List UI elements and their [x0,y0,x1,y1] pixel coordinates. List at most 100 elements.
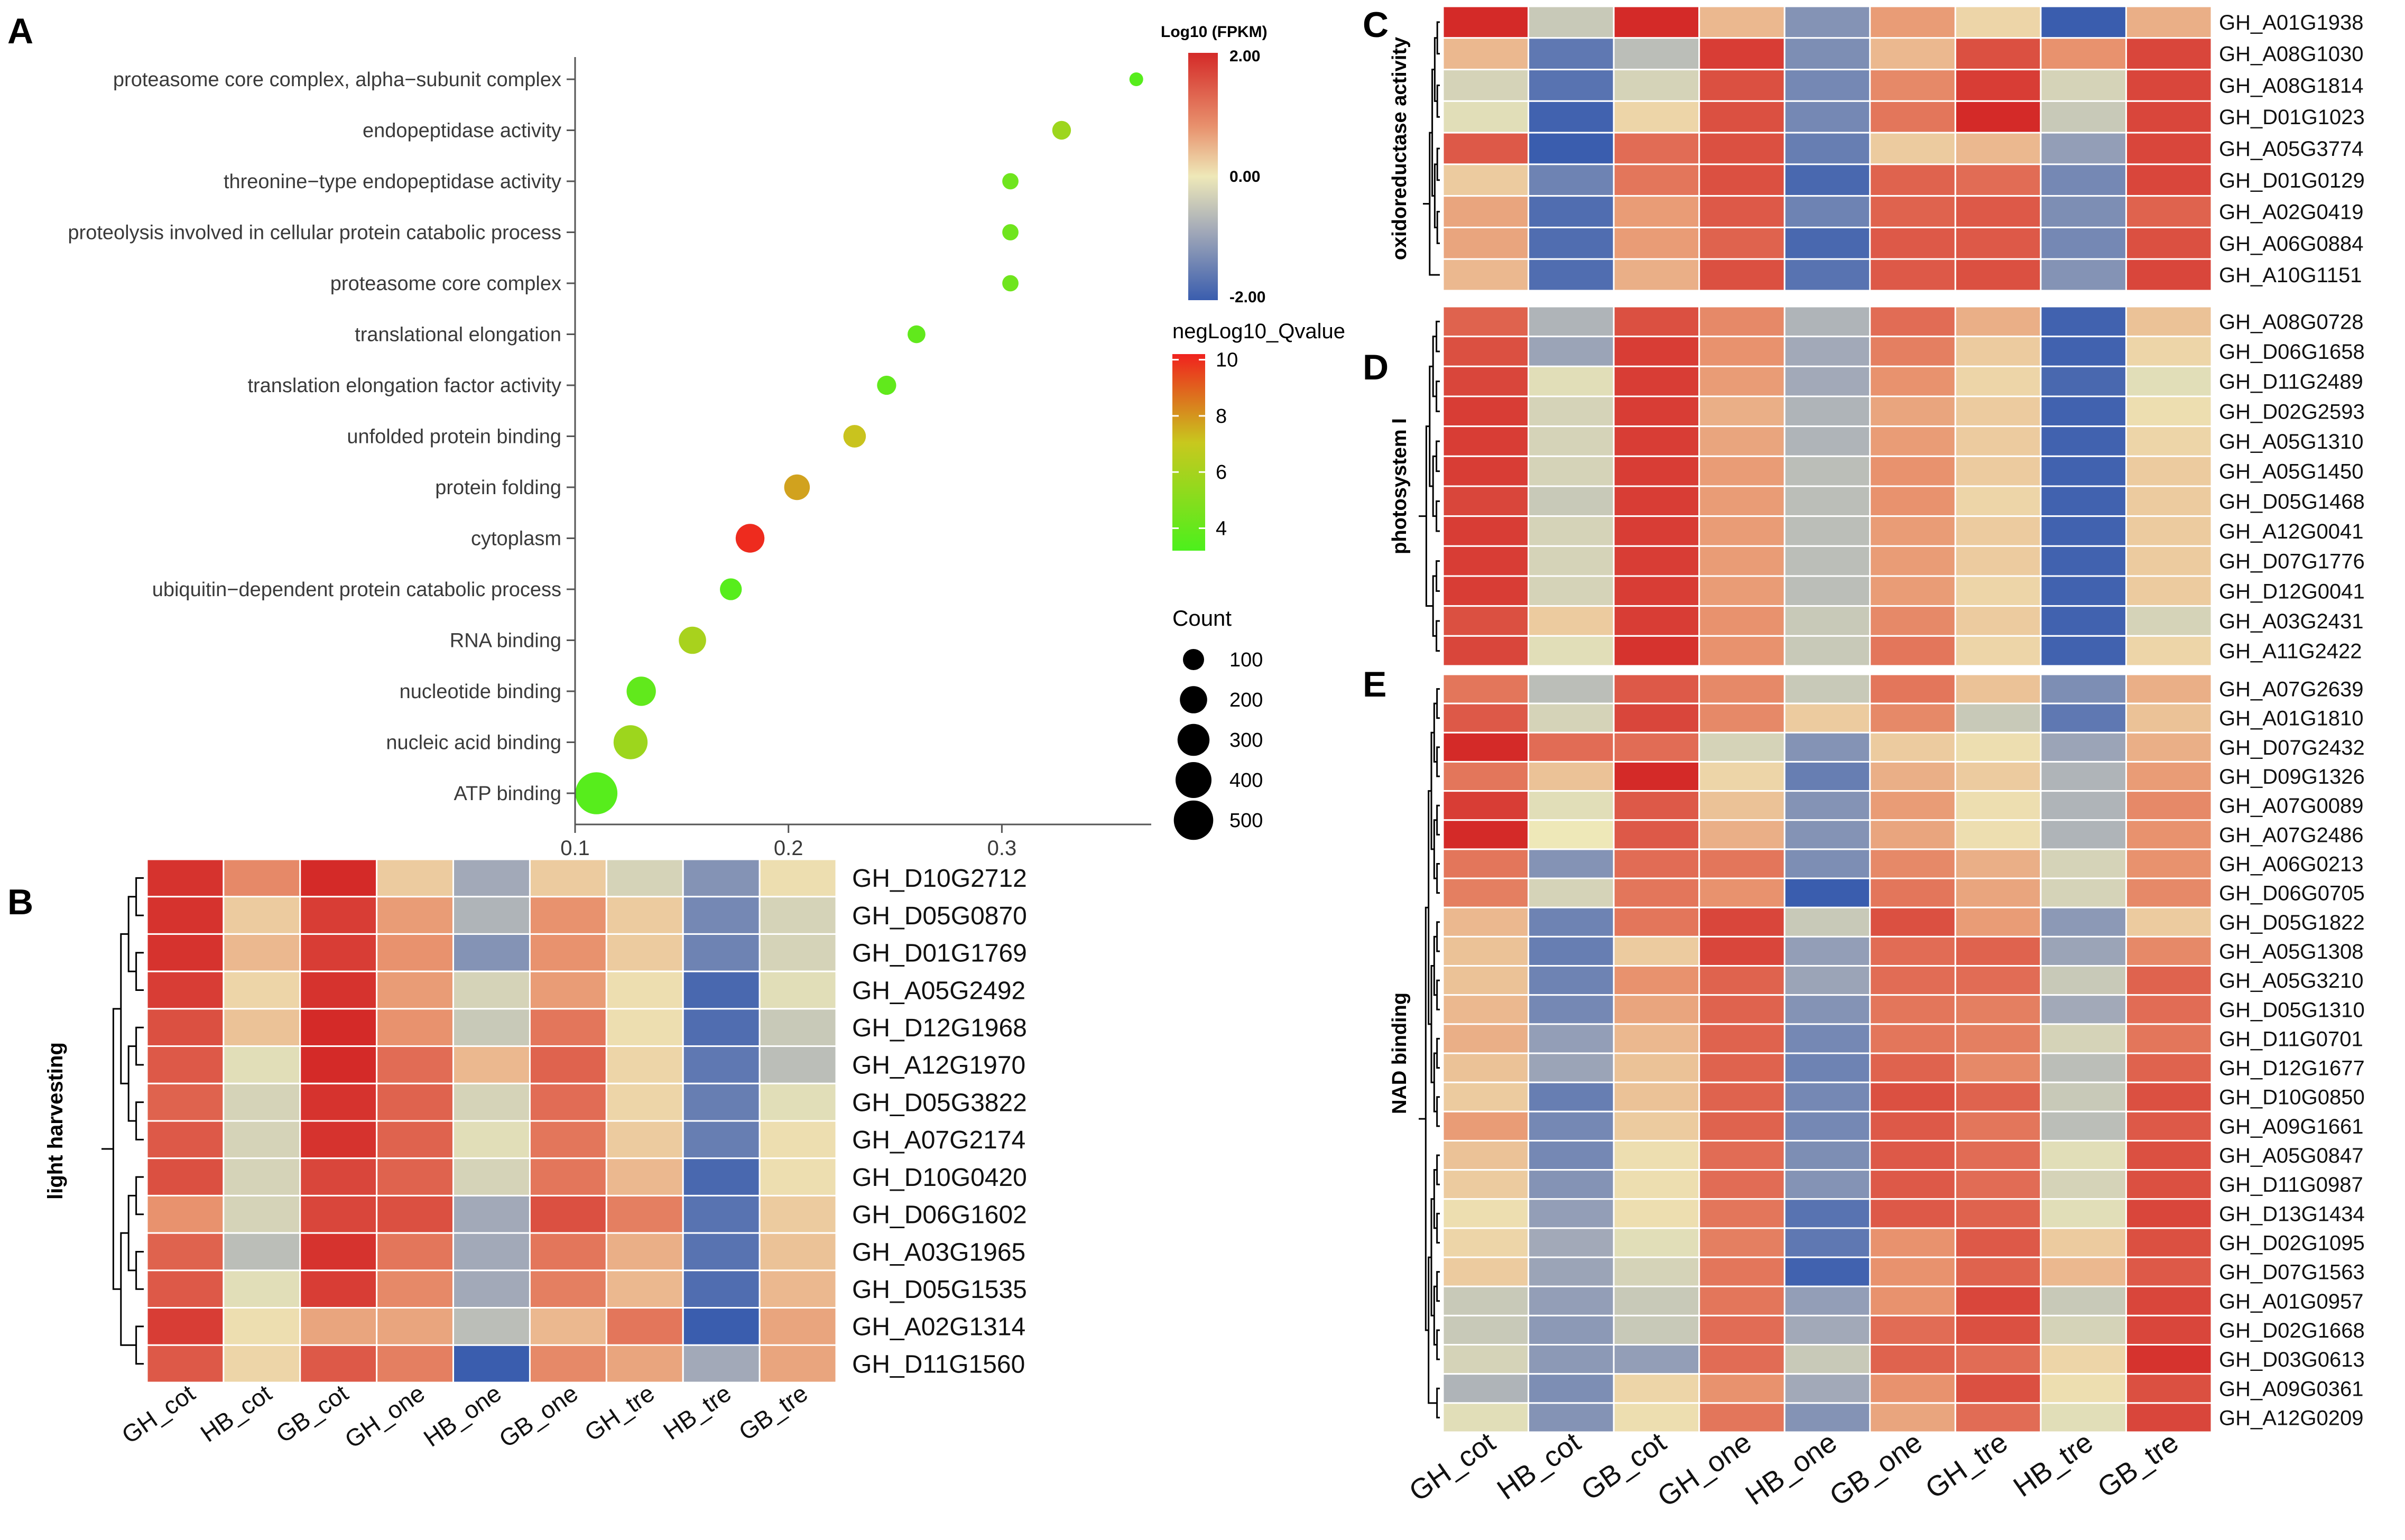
dendrogram-branch [1436,1096,1440,1127]
dendrogram-branch [1436,211,1440,244]
heatmap-cell [605,1194,684,1234]
heatmap-cell [1869,790,1956,821]
heatmap-nad-binding: GH_A07G2639 GH_A01G1810 GH_D07G2432 GH_D09G… [1389,673,2365,1513]
heatmap-row-label: GH_A01G0957 [2219,1290,2364,1313]
heatmap-cell [1869,906,1956,938]
heatmap-cell [1954,702,2042,734]
heatmap-cell [376,1232,455,1272]
heatmap-cell [1698,965,1786,996]
heatmap-cell [1613,515,1700,547]
dendrogram-branch [1436,84,1440,118]
heatmap-cell [1613,365,1700,397]
heatmap-cell [529,1157,607,1196]
heatmap-cell [1783,848,1871,879]
go-term-dot [1002,173,1019,190]
heatmap-cell [1954,1256,2042,1287]
heatmap-cell [1783,226,1871,260]
heatmap-row-label: GH_D11G0701 [2219,1027,2363,1051]
heatmap-cell [1869,515,1956,547]
heatmap-cell [2125,635,2213,667]
dendrogram-branch [1436,560,1440,592]
heatmap-cell [1442,760,1530,792]
heatmap-cell [146,1269,225,1309]
heatmap-row-label: GH_A02G1314 [852,1313,1025,1341]
heatmap-cell [1783,1314,1871,1346]
heatmap-row-label: GH_A03G2431 [2219,610,2364,633]
heatmap-cell [1613,258,1700,292]
go-term-dot [877,375,896,395]
heatmap-cell [1528,425,1615,457]
heatmap-cell [1613,395,1700,428]
heatmap-cell [1698,1198,1786,1229]
heatmap-row-label: GH_D02G1095 [2219,1232,2365,1255]
heatmap-row-label: GH_A01G1810 [2219,707,2364,730]
fpkm-color-bar [1188,53,1218,300]
heatmap-cell [146,1307,225,1346]
heatmap-cell [1613,1198,1700,1229]
dendrogram-branch [135,1176,144,1216]
heatmap-row-label: GH_D01G1769 [852,940,1027,968]
heatmap-cell [2040,1052,2127,1083]
heatmap-cell [1528,69,1615,102]
heatmap-cell [2125,731,2213,763]
count-legend-dot [1180,686,1207,713]
go-term-label: ubiquitin−dependent protein catabolic pr… [152,579,561,601]
heatmap-cell [1869,635,1956,667]
heatmap-cell [1528,1402,1615,1433]
heatmap-cell [1869,1081,1956,1112]
heatmap-row-label: GH_A12G1970 [852,1052,1025,1080]
heatmap-cell [1783,1402,1871,1433]
heatmap-cell [1613,819,1700,850]
count-legend-items: 100 200 300 400 500 [1173,649,1263,840]
go-term-label: cytoplasm [471,528,561,550]
fpkm-legend-title: Log10 (FPKM) [1161,23,1268,41]
heatmap-cell [2125,575,2213,607]
heatmap-cell [2125,425,2213,457]
heatmap-cell [1442,69,1530,102]
qvalue-tick-label: 8 [1216,405,1227,428]
fpkm-color-legend: Log10 (FPKM) 2.00 0.00 -2.00 [1161,23,1268,306]
heatmap-column-label: HB_cot [196,1379,277,1447]
heatmap-cell [1783,455,1871,487]
heatmap-cell [1783,635,1871,667]
heatmap-cell [1869,994,1956,1025]
heatmap-cell [452,1082,531,1122]
heatmap-cell [605,1045,684,1084]
heatmap-cell [1869,69,1956,102]
heatmap-cell [758,1307,837,1346]
dendrogram-branch [1436,688,1440,719]
heatmap-cell [2125,1139,2213,1171]
heatmap-cell [1869,305,1956,338]
heatmap-cell [758,896,837,935]
heatmap-cell [1528,1285,1615,1316]
heatmap-cell [1954,1402,2042,1433]
heatmap-cell [1869,258,1956,292]
heatmap-cell [1869,673,1956,704]
heatmap-cell [1783,1373,1871,1404]
heatmap-row-label: GH_A06G0213 [2219,853,2364,876]
heatmap-cell [1698,195,1786,228]
heatmap-cell [2040,395,2127,428]
heatmap-cell [1783,1139,1871,1171]
heatmap-cell [1528,1256,1615,1287]
heatmap-cell [1442,1402,1530,1433]
heatmap-cell [1528,906,1615,938]
heatmap-cell [2040,731,2127,763]
heatmap-cell [682,970,761,1010]
count-legend-dot [1176,762,1211,798]
dendrogram-branch [135,1325,144,1365]
heatmap-cell [2040,336,2127,367]
heatmap-cell [1528,731,1615,763]
heatmap-cell [2125,37,2213,71]
heatmap-cell [452,1194,531,1234]
heatmap-row-label: GH_A05G3774 [2219,137,2364,161]
heatmap-row-label: GH_A08G0728 [2219,310,2364,333]
heatmap-cell [1783,994,1871,1025]
heatmap-cell [1783,1169,1871,1200]
heatmap-cell [2125,994,2213,1025]
heatmap-cell [1869,935,1956,967]
dendrogram-branch [135,1101,144,1140]
heatmap-cell [299,1344,378,1384]
x-tick-label: 0.3 [987,837,1017,860]
heatmap-cell [1528,545,1615,577]
